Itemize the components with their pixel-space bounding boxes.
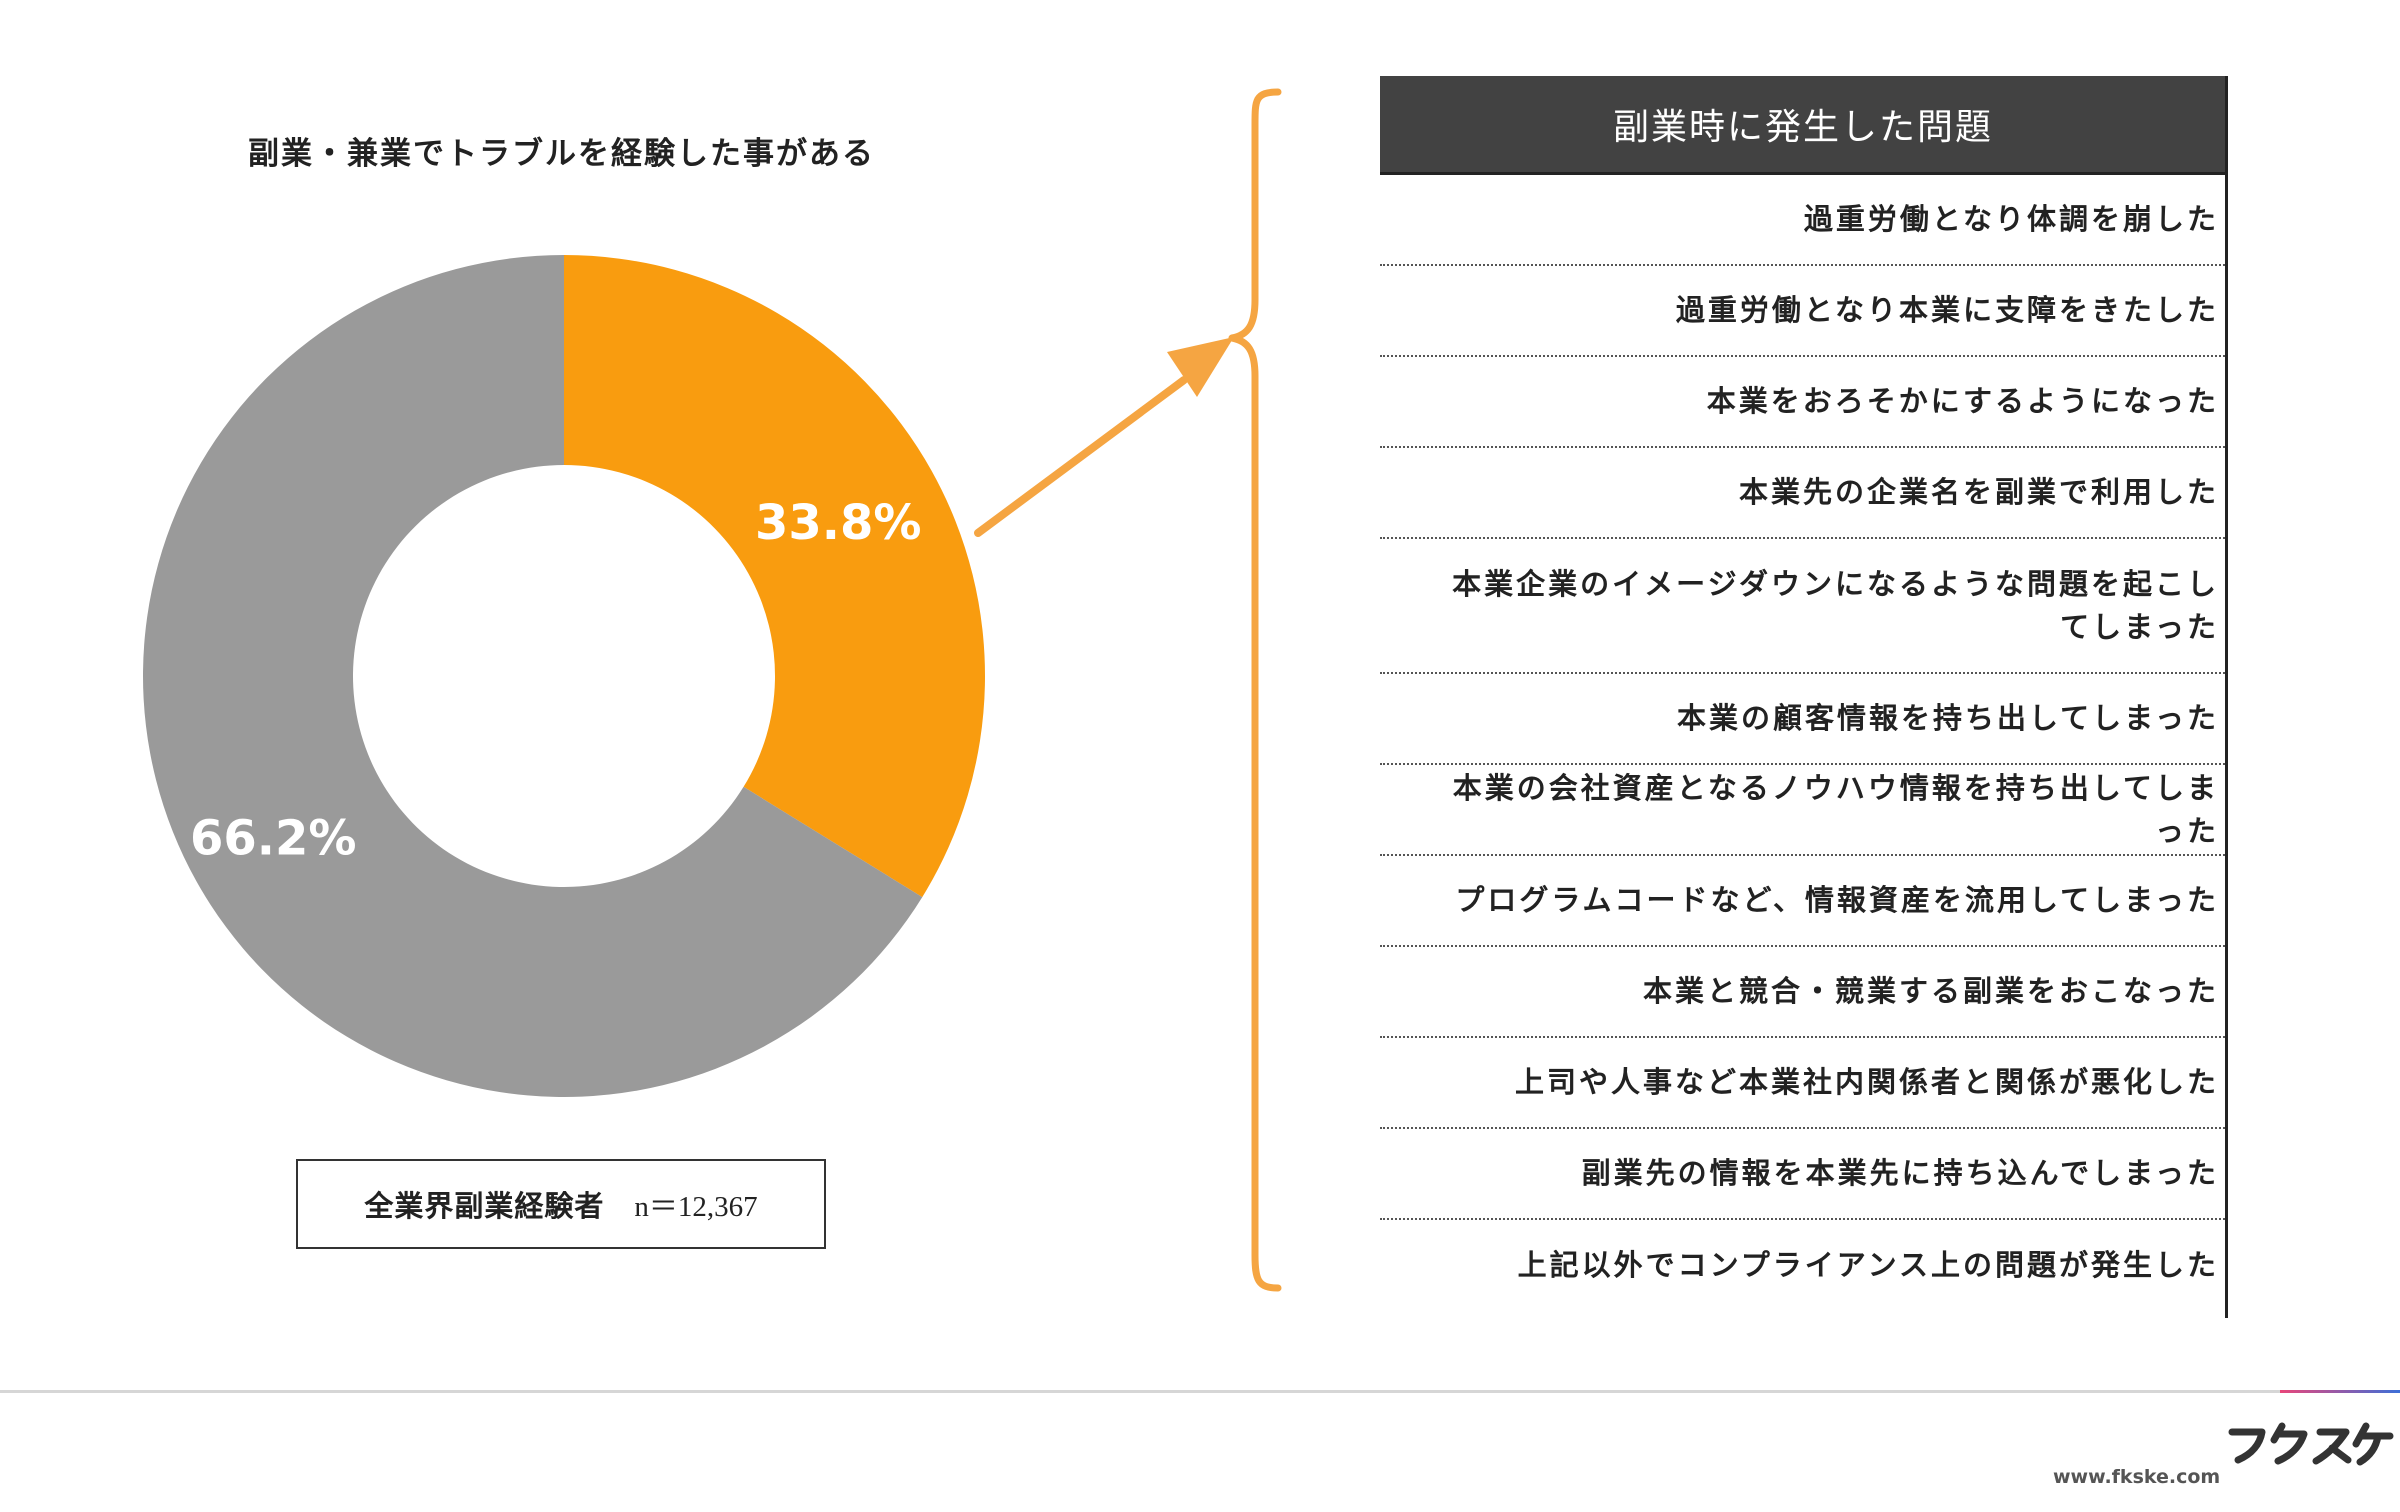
problems-header: 副業時に発生した問題	[1380, 76, 2226, 172]
problem-item: 本業と競合・競業する副業をおこなった	[1380, 947, 2225, 1038]
problem-item: 副業先の情報を本業先に持ち込んでしまった	[1380, 1129, 2225, 1220]
problem-text: 本業をおろそかにするようになった	[1706, 384, 2219, 418]
problem-text: 本業の会社資産となるノウハウ情報を持ち出してしまった	[1452, 770, 2219, 848]
problem-text: 副業先の情報を本業先に持ち込んでしまった	[1581, 1156, 2219, 1190]
problem-text: プログラムコードなど、情報資産を流用してしまった	[1455, 883, 2219, 917]
donut-chart: 33.8% 66.2%	[143, 88, 1282, 1292]
problem-item: プログラムコードなど、情報資産を流用してしまった	[1380, 856, 2225, 947]
problem-item: 過重労働となり本業に支障をきたした	[1380, 266, 2225, 357]
donut-labels: 33.8% 66.2%	[190, 495, 922, 866]
problem-item: 本業の顧客情報を持ち出してしまった	[1380, 674, 2225, 765]
donut-slice-0	[564, 255, 986, 898]
arrow-graphic	[974, 337, 1234, 537]
problem-text: 本業企業のイメージダウンになるような問題を起こしてしまった	[1452, 566, 2219, 644]
problem-item: 過重労働となり体調を崩した	[1380, 175, 2225, 266]
problem-item: 上司や人事など本業社内関係者と関係が悪化した	[1380, 1038, 2225, 1129]
sample-size-box: 全業界副業経験者 n＝12,367	[296, 1159, 826, 1249]
brand-logo	[2228, 1422, 2394, 1466]
table-right-rule	[2225, 76, 2228, 1318]
problem-text: 上記以外でコンプライアンス上の問題が発生した	[1517, 1248, 2219, 1282]
problem-item: 本業の会社資産となるノウハウ情報を持ち出してしまった	[1380, 765, 2225, 856]
arrow-head	[1167, 337, 1234, 397]
problem-text: 本業と競合・競業する副業をおこなった	[1642, 974, 2219, 1008]
sample-count: n＝12,367	[634, 1191, 758, 1223]
arrow-shaft	[974, 376, 1188, 537]
donut-slice-1	[143, 255, 923, 1098]
problem-text: 過重労働となり体調を崩した	[1803, 202, 2219, 236]
donut-slices	[143, 255, 986, 1098]
sample-label: 全業界副業経験者	[364, 1189, 605, 1223]
problem-item: 本業先の企業名を副業で利用した	[1380, 448, 2225, 539]
problem-item: 上記以外でコンプライアンス上の問題が発生した	[1380, 1220, 2225, 1311]
problem-text: 本業の顧客情報を持ち出してしまった	[1677, 701, 2219, 735]
problem-item: 本業企業のイメージダウンになるような問題を起こしてしまった	[1380, 539, 2225, 674]
donut-slice-label-0: 33.8%	[755, 495, 922, 551]
bracket-shape	[1228, 88, 1282, 1292]
problem-item: 本業をおろそかにするようになった	[1380, 357, 2225, 448]
header-rule	[1380, 172, 2228, 175]
problem-text: 本業先の企業名を副業で利用した	[1738, 475, 2219, 509]
problems-list: 過重労働となり体調を崩した 過重労働となり本業に支障をきたした 本業をおろそかに…	[1380, 175, 2225, 1311]
chart-title: 副業・兼業でトラブルを経験した事がある	[248, 136, 875, 172]
site-url: www.fkske.com	[2053, 1466, 2221, 1488]
problem-text: 過重労働となり本業に支障をきたした	[1675, 293, 2219, 327]
donut-slice-label-1: 66.2%	[190, 810, 357, 866]
footer-rule	[0, 1390, 2400, 1393]
problem-text: 上司や人事など本業社内関係者と関係が悪化した	[1514, 1065, 2219, 1099]
footer-accent-line	[2280, 1390, 2400, 1393]
